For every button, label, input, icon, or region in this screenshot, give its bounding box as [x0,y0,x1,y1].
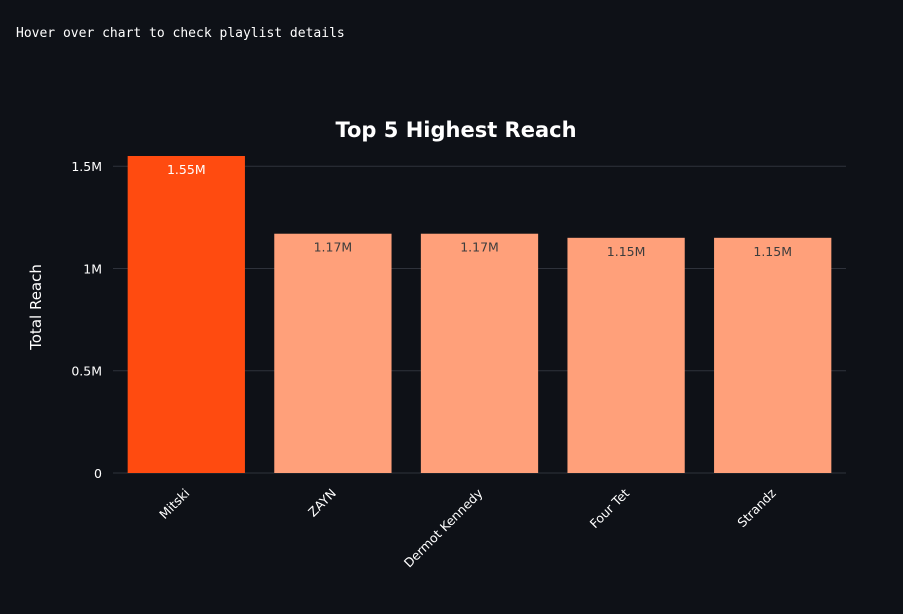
bar-four-tet[interactable] [567,237,685,473]
bar-data-label: 1.17M [314,240,353,255]
x-tick-label: Four Tet [587,485,633,531]
data-labels: 1.55M 1.17M 1.17M 1.15M 1.15M [167,162,792,259]
x-tick-label: Dermot Kennedy [401,485,486,570]
bar-data-label: 1.17M [460,240,499,255]
bar-data-label: 1.55M [167,162,206,177]
bar-strandz[interactable] [714,237,832,473]
x-tick-label: Mitski [156,486,192,522]
x-tick-label: ZAYN [305,486,339,520]
x-tick-label: Strandz [734,485,779,530]
bar-data-label: 1.15M [753,244,792,259]
y-tick-label: 0 [94,466,102,481]
chart-hint-text: Hover over chart to check playlist detai… [16,26,345,41]
y-axis-label: Total Reach [27,264,45,351]
y-tick-label: 1.5M [71,159,102,174]
bar-data-label: 1.15M [607,244,646,259]
y-tick-label: 0.5M [71,364,102,379]
y-tick-label: 1M [83,261,102,276]
bar-mitski[interactable] [127,156,245,473]
bars[interactable] [127,156,832,473]
y-axis-ticks: 0 0.5M 1M 1.5M [71,159,102,481]
chart-title: Top 5 Highest Reach [335,118,576,142]
bar-dermot-kennedy[interactable] [420,233,539,473]
bar-zayn[interactable] [274,233,392,473]
x-axis-ticks: Mitski ZAYN Dermot Kennedy Four Tet Strandz [156,485,779,570]
